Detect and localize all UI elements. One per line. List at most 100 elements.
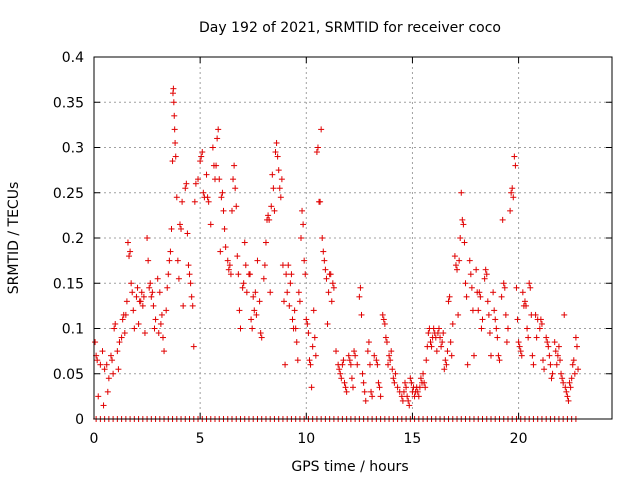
data-point <box>183 180 190 187</box>
data-point <box>110 370 117 377</box>
data-point <box>222 244 229 251</box>
data-point <box>500 280 507 287</box>
y-tick-label: 0.35 <box>53 95 84 111</box>
data-point <box>187 280 194 287</box>
data-point <box>512 162 519 169</box>
data-point <box>565 397 572 404</box>
data-point <box>305 330 312 337</box>
data-point <box>205 198 212 205</box>
data-point <box>146 284 153 291</box>
data-point <box>383 339 390 346</box>
x-tick-label: 5 <box>196 431 205 447</box>
data-point <box>283 271 290 278</box>
data-point <box>388 348 395 355</box>
data-point <box>204 194 211 201</box>
data-point <box>104 388 111 395</box>
data-point <box>144 235 151 241</box>
data-point <box>318 126 325 133</box>
data-point <box>148 293 155 300</box>
data-point <box>338 375 345 382</box>
data-point <box>158 311 165 318</box>
data-point <box>179 198 186 205</box>
data-point <box>281 298 288 305</box>
data-point <box>456 257 463 264</box>
data-point <box>385 361 392 368</box>
data-point <box>139 302 146 309</box>
data-point <box>543 334 550 341</box>
data-point <box>159 334 166 341</box>
data-point <box>115 366 122 373</box>
data-point <box>373 357 380 364</box>
data-point <box>468 284 475 291</box>
data-point <box>461 239 468 246</box>
x-tick-label: 20 <box>510 431 528 447</box>
data-point <box>224 257 231 264</box>
y-tick-label: 0.2 <box>62 231 84 247</box>
data-point <box>381 320 388 327</box>
data-points <box>92 85 582 422</box>
data-point <box>145 257 152 264</box>
data-point <box>365 339 372 346</box>
data-point <box>209 144 216 151</box>
data-point <box>226 262 233 269</box>
data-point <box>95 393 102 400</box>
data-point <box>545 343 552 350</box>
data-point <box>287 280 294 287</box>
data-point <box>276 185 283 192</box>
data-point <box>137 298 144 305</box>
data-point <box>266 216 273 223</box>
data-point <box>527 284 534 291</box>
data-point <box>483 271 490 278</box>
data-point <box>228 207 235 214</box>
data-point <box>166 257 173 264</box>
data-point <box>377 393 384 400</box>
data-point <box>313 149 320 156</box>
data-point <box>394 384 401 391</box>
data-point <box>161 348 168 355</box>
data-point <box>195 176 202 183</box>
data-point <box>517 348 524 355</box>
data-point <box>277 194 284 201</box>
x-tick-label: 10 <box>297 431 315 447</box>
data-point <box>460 221 467 228</box>
data-point <box>216 176 223 183</box>
data-point <box>371 352 378 359</box>
data-point <box>169 158 176 165</box>
data-point <box>328 298 335 305</box>
data-point <box>555 343 562 350</box>
data-point <box>247 271 254 278</box>
data-point <box>105 375 112 382</box>
data-point <box>189 302 196 309</box>
data-point <box>529 352 536 359</box>
data-point <box>493 325 500 332</box>
data-point <box>258 334 265 341</box>
data-point <box>451 253 458 260</box>
data-point <box>252 289 259 296</box>
data-point <box>101 366 108 373</box>
data-point <box>317 198 324 205</box>
data-point <box>250 293 257 300</box>
data-point <box>265 212 272 219</box>
data-point <box>291 307 298 314</box>
data-point <box>438 343 445 350</box>
data-point <box>547 361 554 368</box>
data-point <box>234 253 241 260</box>
data-point <box>462 280 469 287</box>
data-point <box>235 271 242 278</box>
data-point <box>561 311 568 318</box>
data-point <box>519 289 526 296</box>
data-point <box>337 370 344 377</box>
data-point <box>262 239 269 246</box>
data-point <box>435 325 442 332</box>
data-point <box>274 153 281 160</box>
data-point <box>532 311 539 318</box>
data-point <box>449 320 456 327</box>
data-point <box>109 357 116 364</box>
data-point <box>346 357 353 364</box>
data-point <box>503 339 510 346</box>
data-point <box>147 280 154 287</box>
data-point <box>526 280 533 287</box>
data-point <box>150 302 157 309</box>
data-point <box>304 320 311 327</box>
